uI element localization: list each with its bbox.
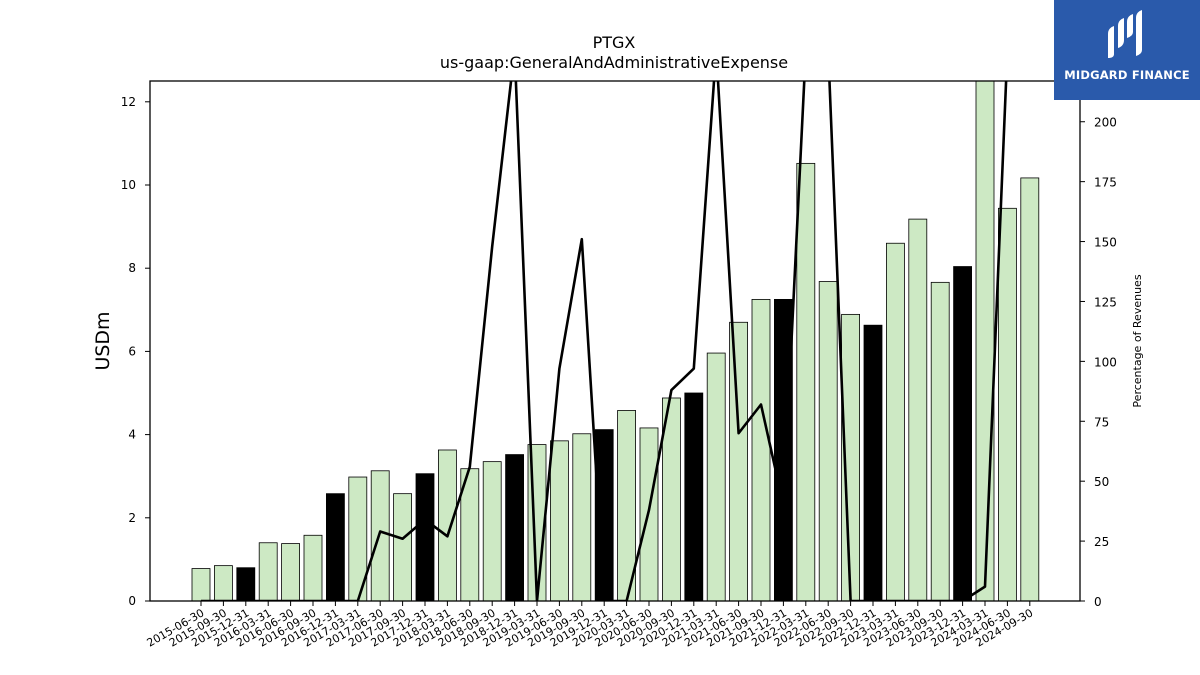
- bar-2016-09-30: [303, 534, 323, 601]
- bar-2015-12-31: [236, 567, 256, 601]
- bar-2023-06-30: [908, 218, 928, 601]
- bar-2018-09-30: [482, 461, 502, 601]
- y-right-tick-label: 200: [1094, 116, 1117, 130]
- bar-2015-09-30: [213, 565, 233, 601]
- brand-logo: MIDGARD FINANCE: [1054, 0, 1200, 100]
- y-left-tick-label: 0: [128, 594, 136, 608]
- bar-2021-06-30: [729, 321, 748, 601]
- y-left-tick-label: 10: [121, 178, 136, 192]
- bar-2023-09-30: [930, 281, 950, 601]
- y-right-tick-label: 25: [1094, 535, 1109, 549]
- brand-mark-icon: [1108, 10, 1142, 58]
- y-right-tick-label: 175: [1094, 176, 1117, 190]
- bar-2021-12-31: [774, 298, 793, 601]
- bar-2022-06-30: [818, 281, 838, 601]
- bar-series: [191, 81, 1040, 601]
- y-right-tick-label: 150: [1094, 236, 1117, 250]
- bar-2022-09-30: [841, 313, 860, 601]
- y-right-tick-label: 0: [1094, 595, 1102, 609]
- y-left-tick-label: 8: [128, 261, 136, 275]
- y-right-tick-label: 50: [1094, 475, 1109, 489]
- x-axis: 2015-06-302015-09-302015-12-312016-03-31…: [145, 601, 1035, 650]
- bar-2015-06-30: [191, 568, 211, 601]
- chart-subtitle: us-gaap:GeneralAndAdministrativeExpense: [440, 53, 788, 72]
- bar-2020-03-31: [617, 410, 636, 601]
- y-right-tick-label: 75: [1094, 415, 1109, 429]
- bar-2018-03-31: [437, 449, 457, 601]
- y-axis-left: 0 2 4 6 8 10 12: [121, 95, 150, 608]
- bar-2018-12-31: [505, 454, 525, 601]
- revenue-percentage-line-series: [201, 81, 1008, 601]
- y-right-tick-label: 125: [1094, 295, 1117, 309]
- bar-2024-03-31: [975, 81, 995, 601]
- y-axis-left-label: USDm: [92, 311, 114, 370]
- bar-2023-12-31: [953, 266, 972, 601]
- bar-2019-06-30: [550, 440, 569, 601]
- bar-2017-06-30: [370, 470, 390, 601]
- brand-name: MIDGARD FINANCE: [1064, 68, 1190, 82]
- bar-2016-12-31: [325, 493, 345, 601]
- bar-2017-03-31: [348, 476, 368, 601]
- y-left-tick-label: 12: [121, 95, 136, 109]
- bar-2016-06-30: [281, 543, 301, 601]
- bar-2024-09-30: [1020, 177, 1040, 601]
- revenue-percentage-line: [201, 81, 1008, 601]
- y-left-tick-label: 6: [128, 344, 136, 358]
- y-right-tick-label: 100: [1094, 355, 1117, 369]
- chart-title: PTGX: [593, 33, 636, 52]
- y-left-tick-label: 4: [128, 428, 136, 442]
- bar-2022-12-31: [863, 324, 883, 601]
- bar-2017-12-31: [415, 473, 435, 601]
- bar-2017-09-30: [393, 493, 413, 601]
- y-axis-right: 0 25 50 75 100 125 150 175 200: [1080, 116, 1117, 609]
- plot-frame: [149, 80, 1081, 602]
- bar-2022-03-31: [796, 162, 816, 601]
- y-axis-right-label: Percentage of Revenues: [1131, 274, 1144, 407]
- y-left-tick-label: 2: [128, 511, 136, 525]
- bar-2016-03-31: [258, 542, 278, 601]
- bar-2021-03-31: [706, 352, 726, 601]
- bar-2024-06-30: [998, 207, 1017, 601]
- bar-2023-03-31: [886, 242, 905, 601]
- bar-2019-09-30: [572, 433, 592, 601]
- bar-2020-12-31: [684, 392, 704, 601]
- bar-2021-09-30: [751, 298, 771, 601]
